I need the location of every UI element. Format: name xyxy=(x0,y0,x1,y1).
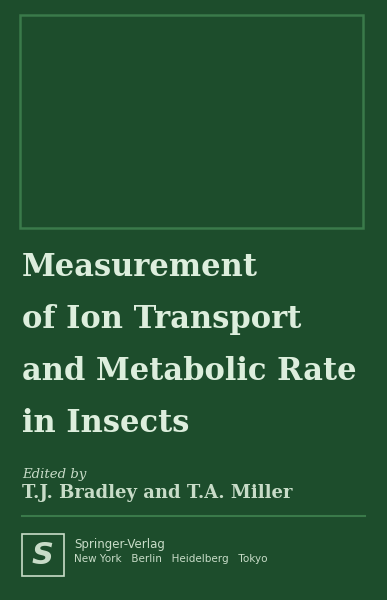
Text: of Ion Transport: of Ion Transport xyxy=(22,304,301,335)
Text: T.J. Bradley and T.A. Miller: T.J. Bradley and T.A. Miller xyxy=(22,484,293,502)
Text: Edited by: Edited by xyxy=(22,468,86,481)
Text: Measurement: Measurement xyxy=(22,252,258,283)
Text: and Metabolic Rate: and Metabolic Rate xyxy=(22,356,357,387)
Bar xyxy=(20,15,363,228)
Bar xyxy=(22,534,64,576)
Text: S: S xyxy=(32,541,54,569)
Text: in Insects: in Insects xyxy=(22,408,189,439)
Text: New York   Berlin   Heidelberg   Tokyo: New York Berlin Heidelberg Tokyo xyxy=(74,554,267,564)
Text: Springer-Verlag: Springer-Verlag xyxy=(74,538,165,551)
